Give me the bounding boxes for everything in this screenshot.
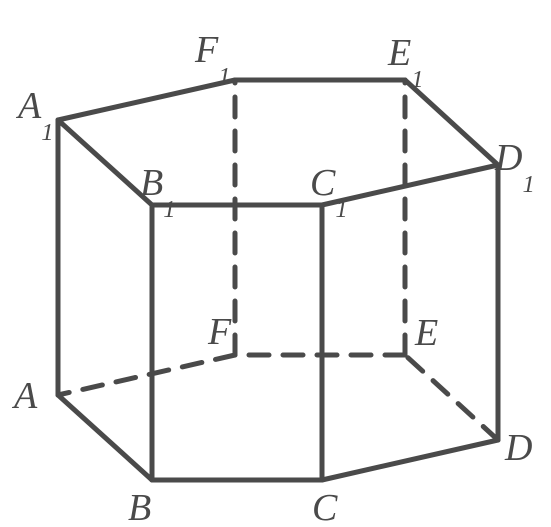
hexagonal-prism-diagram: ABCDEFA1B1C1D1E1F1 (0, 0, 551, 527)
vertex-label-C: C (312, 487, 338, 527)
vertex-label-B: B (128, 487, 151, 527)
vertex-label-A1: A1 (15, 85, 54, 146)
vertex-label-D: D (504, 427, 532, 469)
vertex-label-E: E (414, 312, 438, 354)
vertex-label-F1: F1 (194, 29, 231, 90)
dashed-edges (58, 80, 498, 440)
solid-edges (58, 80, 498, 480)
vertex-label-F: F (207, 311, 232, 353)
vertex-label-A: A (11, 375, 38, 417)
vertex-labels: ABCDEFA1B1C1D1E1F1 (11, 29, 535, 527)
vertex-label-B1: B1 (140, 162, 176, 223)
vertex-label-C1: C1 (310, 162, 348, 223)
